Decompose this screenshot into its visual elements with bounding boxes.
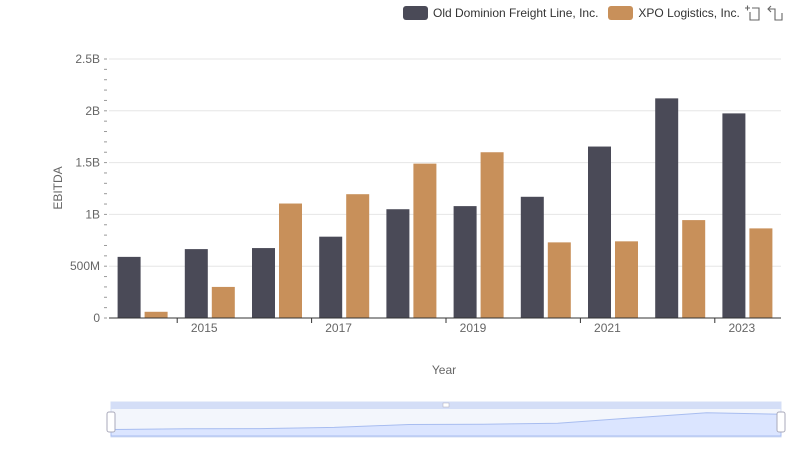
bar-old-dominion[interactable] [386, 209, 410, 318]
bar-old-dominion[interactable] [722, 113, 746, 318]
y-tick-label: 1.5B [75, 156, 100, 170]
zoom-icon[interactable] [744, 4, 762, 22]
y-axis-minor-ticks [104, 58, 107, 319]
bar-xpo[interactable] [413, 163, 437, 318]
slider-top-band [111, 402, 781, 409]
bar-xpo[interactable] [346, 194, 370, 318]
bar-xpo[interactable] [480, 152, 504, 318]
slider-handle-left[interactable] [106, 411, 116, 433]
legend-swatch-xpo [608, 6, 634, 20]
bar-old-dominion[interactable] [453, 206, 477, 318]
bar-old-dominion[interactable] [520, 196, 544, 318]
bar-old-dominion[interactable] [588, 146, 611, 318]
y-axis-title: EBITDA [51, 166, 65, 209]
bar-xpo[interactable] [682, 220, 706, 318]
bar-xpo[interactable] [749, 228, 773, 318]
legend-swatch-old-dominion [403, 6, 428, 20]
legend-label-xpo: XPO Logistics, Inc. [638, 6, 740, 20]
bar-xpo[interactable] [615, 241, 638, 318]
bar-chart: 0 500M 1B 1.5B 2B 2.5B 2015 2017 2019 2021 2023 E… [51, 52, 781, 377]
x-tick-label: 2017 [325, 321, 352, 335]
bar-old-dominion[interactable] [319, 236, 343, 318]
x-tick-label: 2021 [594, 321, 621, 335]
bars [117, 98, 773, 318]
x-tick-label: 2019 [460, 321, 487, 335]
y-axis-tick-labels: 0 500M 1B 1.5B 2B 2.5B [70, 52, 100, 325]
legend-item-old-dominion[interactable]: Old Dominion Freight Line, Inc. [403, 6, 598, 20]
legend-label-old-dominion: Old Dominion Freight Line, Inc. [433, 6, 599, 20]
bar-xpo[interactable] [211, 286, 235, 318]
grid-lines [109, 58, 781, 267]
slider-move-handle[interactable] [442, 402, 450, 408]
slider-track[interactable] [110, 401, 782, 438]
legend-item-xpo[interactable]: XPO Logistics, Inc. [608, 6, 740, 20]
slider-data-preview [110, 412, 782, 437]
bar-xpo[interactable] [279, 203, 302, 318]
x-tick-label: 2015 [191, 321, 218, 335]
y-tick-label: 500M [70, 259, 100, 273]
x-axis-tick-labels: 2015 2017 2019 2021 2023 [176, 318, 755, 335]
bar-old-dominion[interactable] [655, 98, 679, 318]
y-tick-label: 2B [85, 104, 100, 118]
bar-xpo[interactable] [547, 242, 571, 318]
x-tick-label: 2023 [728, 321, 755, 335]
legend: Old Dominion Freight Line, Inc. XPO Logi… [403, 4, 750, 22]
restore-icon[interactable] [766, 4, 784, 22]
x-axis-title: Year [432, 363, 456, 377]
chart-toolbar [744, 4, 784, 22]
bar-old-dominion[interactable] [252, 248, 275, 318]
y-tick-label: 1B [85, 207, 100, 221]
slider-handle-right[interactable] [776, 411, 786, 433]
bar-xpo[interactable] [144, 311, 168, 318]
y-tick-label: 0 [93, 311, 100, 325]
bar-old-dominion[interactable] [184, 249, 208, 318]
bar-old-dominion[interactable] [117, 256, 141, 318]
y-tick-label: 2.5B [75, 52, 100, 66]
